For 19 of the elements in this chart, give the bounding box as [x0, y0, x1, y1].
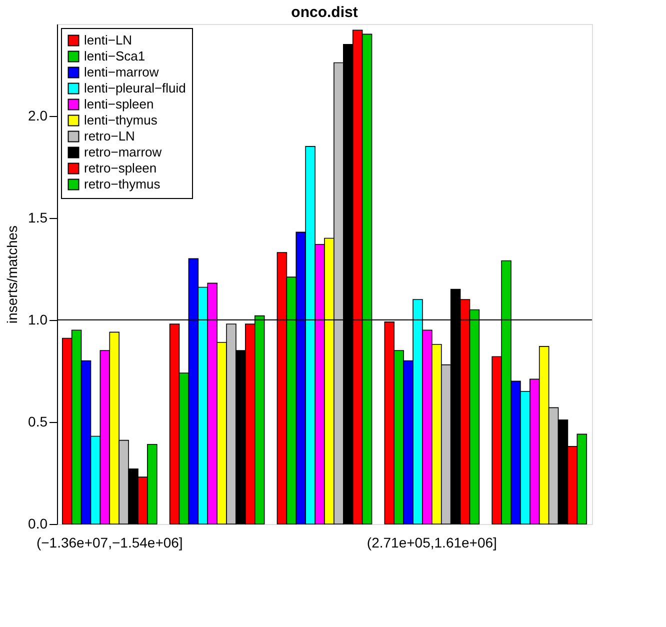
legend-label: retro−spleen	[84, 160, 157, 176]
y-tick-label: 0.0	[28, 516, 48, 532]
y-tick-label: 0.5	[28, 413, 48, 430]
y-tick-label: 1.5	[28, 209, 48, 226]
legend-label: lenti−marrow	[84, 64, 160, 80]
legend-label: lenti−pleural−fluid	[84, 80, 186, 96]
x-tick-label: (−1.36e+07,−1.54e+06]	[36, 534, 183, 550]
legend-label: retro−marrow	[84, 144, 162, 160]
legend-label: lenti−Sca1	[84, 48, 146, 64]
legend-label: retro−LN	[84, 128, 135, 144]
y-tick-label: 2.0	[28, 107, 48, 124]
legend-label: lenti−spleen	[84, 96, 154, 112]
legend-label: lenti−thymus	[84, 112, 158, 128]
legend-label: retro−thymus	[84, 176, 161, 192]
legend-label: lenti−LN	[84, 32, 132, 48]
y-axis-title: inserts/matches	[4, 225, 20, 324]
y-tick-label: 1.0	[28, 311, 48, 328]
chart-title: onco.dist	[291, 4, 358, 21]
x-tick-label: (2.71e+05,1.61e+06]	[366, 534, 497, 550]
